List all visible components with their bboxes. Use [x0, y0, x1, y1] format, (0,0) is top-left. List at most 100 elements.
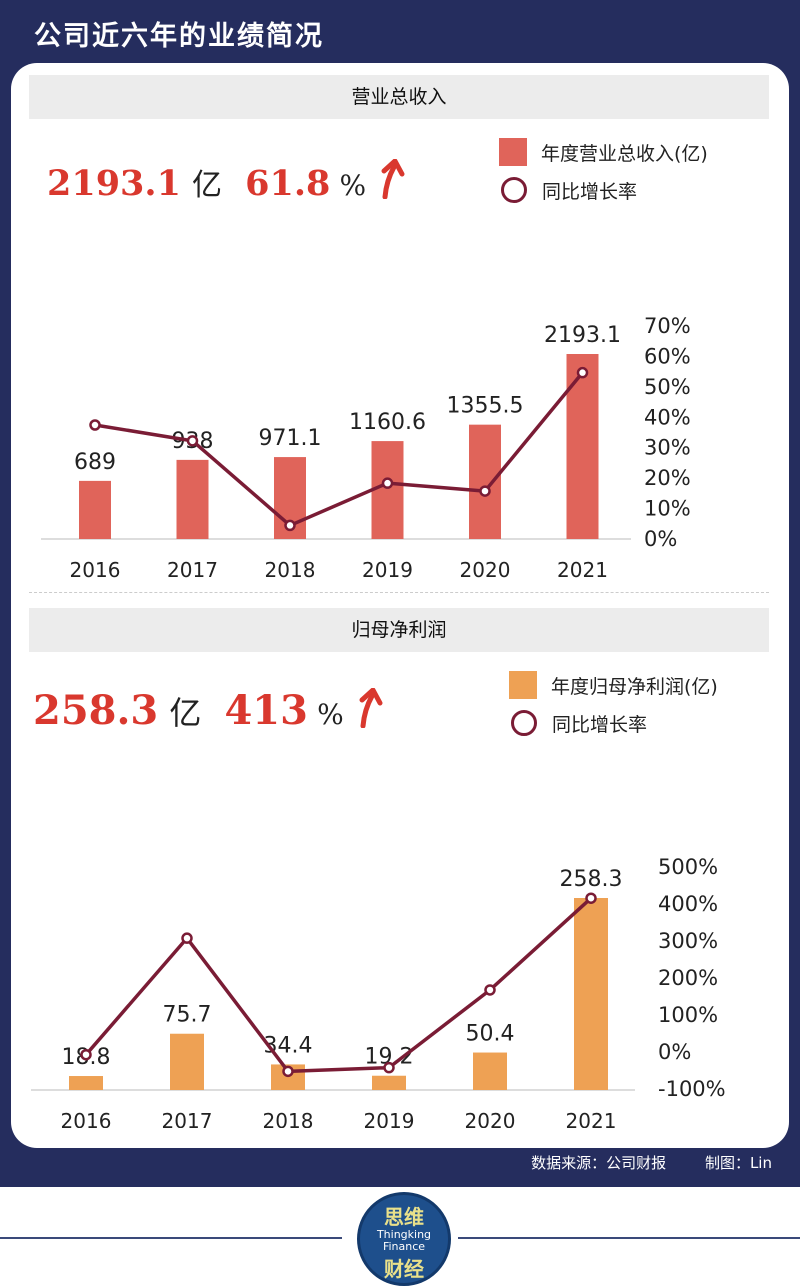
bar [566, 354, 599, 539]
revenue-kpi: 2193.1 亿 61.8 % [47, 158, 407, 204]
y2-tick-label: 0% [658, 1040, 691, 1064]
legend-bar-label: 年度归母净利润(亿) [551, 675, 718, 698]
growth-rate-point [80, 1048, 92, 1061]
footer: 数据来源：公司财报 制图：Lin [497, 1152, 772, 1173]
legend-line-label: 同比增长率 [542, 180, 638, 203]
y2-tick-label: 20% [644, 466, 691, 490]
x-tick-label: 2020 [465, 1109, 516, 1128]
y2-tick-label: 0% [644, 527, 677, 551]
content-panel: 营业总收入 2193.1 亿 61.8 % 年度营业总收入(亿) 同比增长率 6… [11, 63, 789, 1148]
legend-line-marker-icon [511, 710, 537, 736]
bar [574, 898, 608, 1090]
bar [371, 441, 404, 539]
x-tick-label: 2016 [61, 1109, 112, 1128]
legend-item-line: 同比增长率 [509, 704, 718, 742]
y2-tick-label: -100% [658, 1077, 726, 1101]
up-arrow-icon [359, 687, 383, 729]
legend-line-label: 同比增长率 [552, 713, 648, 736]
revenue-kpi-pct-unit: % [339, 169, 367, 202]
logo-text-bottom: 财经 [384, 1257, 424, 1281]
bar [79, 480, 111, 539]
profit-kpi: 258.3 亿 413 % [33, 687, 385, 734]
growth-rate-point [89, 419, 101, 431]
logo-text-top: 思维 [384, 1205, 424, 1229]
data-label: 2193.1 [544, 323, 621, 348]
legend-item-line: 同比增长率 [499, 171, 708, 209]
x-tick-label: 2017 [167, 558, 218, 582]
profit-legend: 年度归母净利润(亿) 同比增长率 [509, 666, 718, 742]
data-label: 50.4 [466, 1022, 515, 1047]
revenue-kpi-unit: 亿 [192, 168, 223, 203]
growth-rate-line [94, 371, 584, 528]
y2-tick-label: 60% [644, 344, 691, 368]
x-tick-label: 2016 [70, 558, 121, 582]
profit-kpi-pct-unit: % [317, 698, 344, 731]
data-label: 75.7 [163, 1003, 212, 1028]
bar [469, 424, 501, 539]
y2-tick-label: 100% [658, 1003, 718, 1027]
growth-rate-point [181, 932, 193, 944]
y2-tick-label: 10% [644, 497, 691, 521]
growth-rate-line [84, 896, 593, 1074]
legend-bar-label: 年度营业总收入(亿) [541, 142, 708, 165]
revenue-kpi-pct: 61.8 [245, 163, 331, 204]
y2-tick-label: 500% [658, 855, 718, 879]
growth-rate-point [284, 519, 296, 532]
profit-kpi-pct: 413 [224, 687, 308, 734]
profit-kpi-unit: 亿 [169, 694, 202, 732]
section-divider [29, 592, 769, 593]
growth-rate-point [484, 984, 496, 996]
brand-logo: 思维 Thingking Finance 财经 [357, 1192, 451, 1286]
growth-rate-point [282, 1065, 294, 1078]
data-label: 258.3 [560, 867, 623, 892]
growth-rate-point [479, 485, 491, 497]
data-label: 34.4 [264, 1033, 313, 1058]
x-tick-label: 2020 [460, 558, 511, 582]
legend-line-marker-icon [501, 177, 527, 203]
growth-rate-point [585, 892, 597, 904]
x-tick-label: 2018 [265, 558, 316, 582]
author-note: 制图：Lin [704, 1154, 772, 1172]
x-tick-label: 2019 [362, 558, 413, 582]
growth-rate-point [186, 435, 199, 447]
bar [372, 1075, 406, 1090]
x-tick-label: 2021 [566, 1109, 617, 1128]
revenue-section-title: 营业总收入 [29, 75, 769, 119]
bar [176, 459, 209, 539]
bottom-divider-left [0, 1237, 342, 1239]
data-label: 689 [74, 450, 116, 475]
bottom-divider-right [458, 1237, 800, 1239]
legend-item-bar: 年度营业总收入(亿) [499, 133, 708, 171]
y2-tick-label: 70% [644, 314, 691, 338]
y2-tick-label: 30% [644, 436, 691, 460]
x-tick-label: 2019 [364, 1109, 415, 1128]
profit-kpi-value: 258.3 [33, 687, 159, 734]
bar [473, 1052, 507, 1090]
y2-tick-label: 50% [644, 375, 691, 399]
revenue-kpi-value: 2193.1 [47, 163, 181, 204]
legend-bar-swatch [509, 671, 537, 699]
bar [170, 1033, 204, 1090]
logo-text-en-1: Thingking [376, 1228, 432, 1241]
legend-bar-swatch [499, 138, 527, 166]
profit-section-title: 归母净利润 [29, 608, 769, 652]
profit-chart: 18.8201675.7201734.4201819.2201950.42020… [31, 855, 726, 1128]
data-source-note: 数据来源：公司财报 [531, 1154, 667, 1172]
data-label: 1160.6 [349, 410, 426, 435]
data-label: 971.1 [259, 426, 322, 451]
logo-text-en-2: Finance [382, 1240, 426, 1253]
y2-tick-label: 200% [658, 966, 718, 990]
up-arrow-icon [381, 158, 405, 200]
y2-tick-label: 40% [644, 405, 691, 429]
legend-item-bar: 年度归母净利润(亿) [509, 666, 718, 704]
growth-rate-point [576, 366, 589, 379]
growth-rate-point [383, 1061, 395, 1074]
page-title: 公司近六年的业绩简况 [34, 21, 324, 52]
x-tick-label: 2018 [263, 1109, 314, 1128]
revenue-legend: 年度营业总收入(亿) 同比增长率 [499, 133, 708, 209]
data-label: 1355.5 [447, 394, 524, 419]
x-tick-label: 2017 [162, 1109, 213, 1128]
bar [69, 1076, 103, 1090]
y2-tick-label: 300% [658, 929, 718, 953]
revenue-chart: 68920169382017971.120181160.620191355.52… [41, 314, 691, 582]
